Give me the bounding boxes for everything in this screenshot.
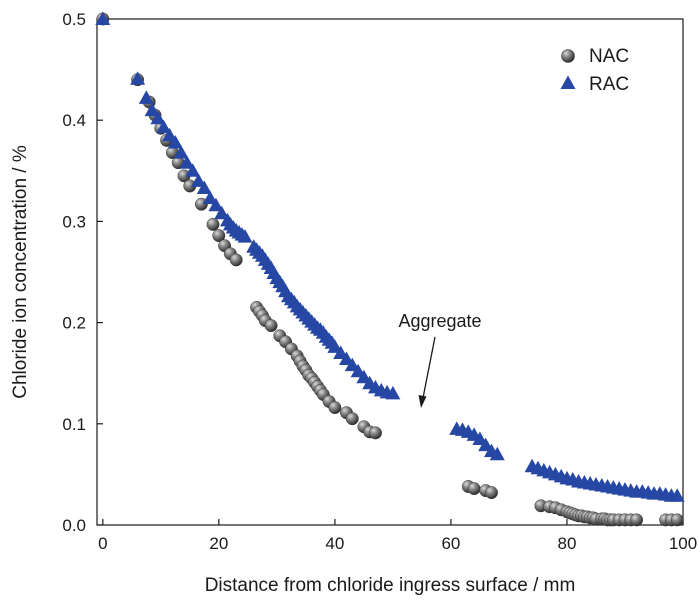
tick-labels: 0 20 40 60 80 100 0.0 0.1 0.2 0.3 0.4 0.5	[62, 10, 697, 553]
nac-point	[345, 412, 359, 426]
rac-point	[669, 488, 685, 502]
rac-point	[237, 229, 253, 243]
aggregate-annotation-arrow-shaft	[422, 336, 436, 399]
rac-point	[167, 135, 183, 149]
rac-point	[138, 90, 154, 104]
x-axis-title: Distance from chloride ingress surface /…	[205, 575, 576, 596]
legend-rac-marker	[560, 75, 576, 89]
plot-area	[96, 18, 684, 526]
nac-point	[229, 253, 243, 267]
rac-point	[144, 102, 160, 117]
rac-point	[95, 11, 111, 25]
rac-point	[156, 119, 172, 134]
rac-point	[196, 180, 212, 194]
nac-point	[630, 513, 644, 527]
y-axis-title: Chloride ion concentration / %	[10, 145, 31, 399]
x-tick-label-0: 0	[98, 534, 107, 553]
legend: NAC RAC	[560, 46, 629, 95]
rac-point	[208, 197, 224, 212]
legend-nac-label: NAC	[589, 46, 629, 67]
rac-point	[179, 155, 195, 169]
y-tick-label-3: 0.3	[62, 212, 86, 231]
rac-point	[202, 190, 218, 205]
y-tick-label-0: 0.0	[62, 516, 86, 535]
rac-point	[130, 71, 146, 85]
series-nac	[96, 12, 684, 527]
nac-point	[264, 319, 278, 333]
x-tick-label-2: 40	[325, 534, 344, 553]
x-tick-label-1: 20	[209, 534, 228, 553]
nac-point	[212, 229, 226, 243]
x-tick-label-4: 80	[557, 534, 576, 553]
aggregate-annotation-label: Aggregate	[398, 311, 481, 331]
y-tick-label-2: 0.2	[62, 314, 86, 333]
rac-point	[191, 173, 206, 187]
rac-point	[150, 110, 166, 125]
nac-point	[369, 426, 382, 440]
rac-point	[214, 205, 230, 220]
nac-point	[670, 513, 684, 527]
y-tick-label-5: 0.5	[62, 10, 86, 29]
rac-point	[489, 446, 505, 461]
rac-point	[185, 163, 201, 177]
x-tick-label-5: 100	[669, 534, 697, 553]
nac-point	[467, 482, 481, 496]
rac-point	[385, 385, 401, 400]
series-rac	[95, 11, 685, 502]
legend-rac-label: RAC	[589, 74, 629, 95]
aggregate-annotation-arrowhead	[418, 395, 427, 408]
rac-point	[173, 145, 189, 159]
nac-point	[328, 401, 342, 415]
nac-point	[206, 217, 220, 231]
y-tick-label-1: 0.1	[62, 415, 86, 434]
x-tick-label-3: 60	[441, 534, 460, 553]
legend-nac-marker	[561, 49, 575, 63]
y-tick-label-4: 0.4	[62, 111, 86, 130]
nac-point	[485, 486, 498, 500]
rac-point	[162, 127, 177, 142]
